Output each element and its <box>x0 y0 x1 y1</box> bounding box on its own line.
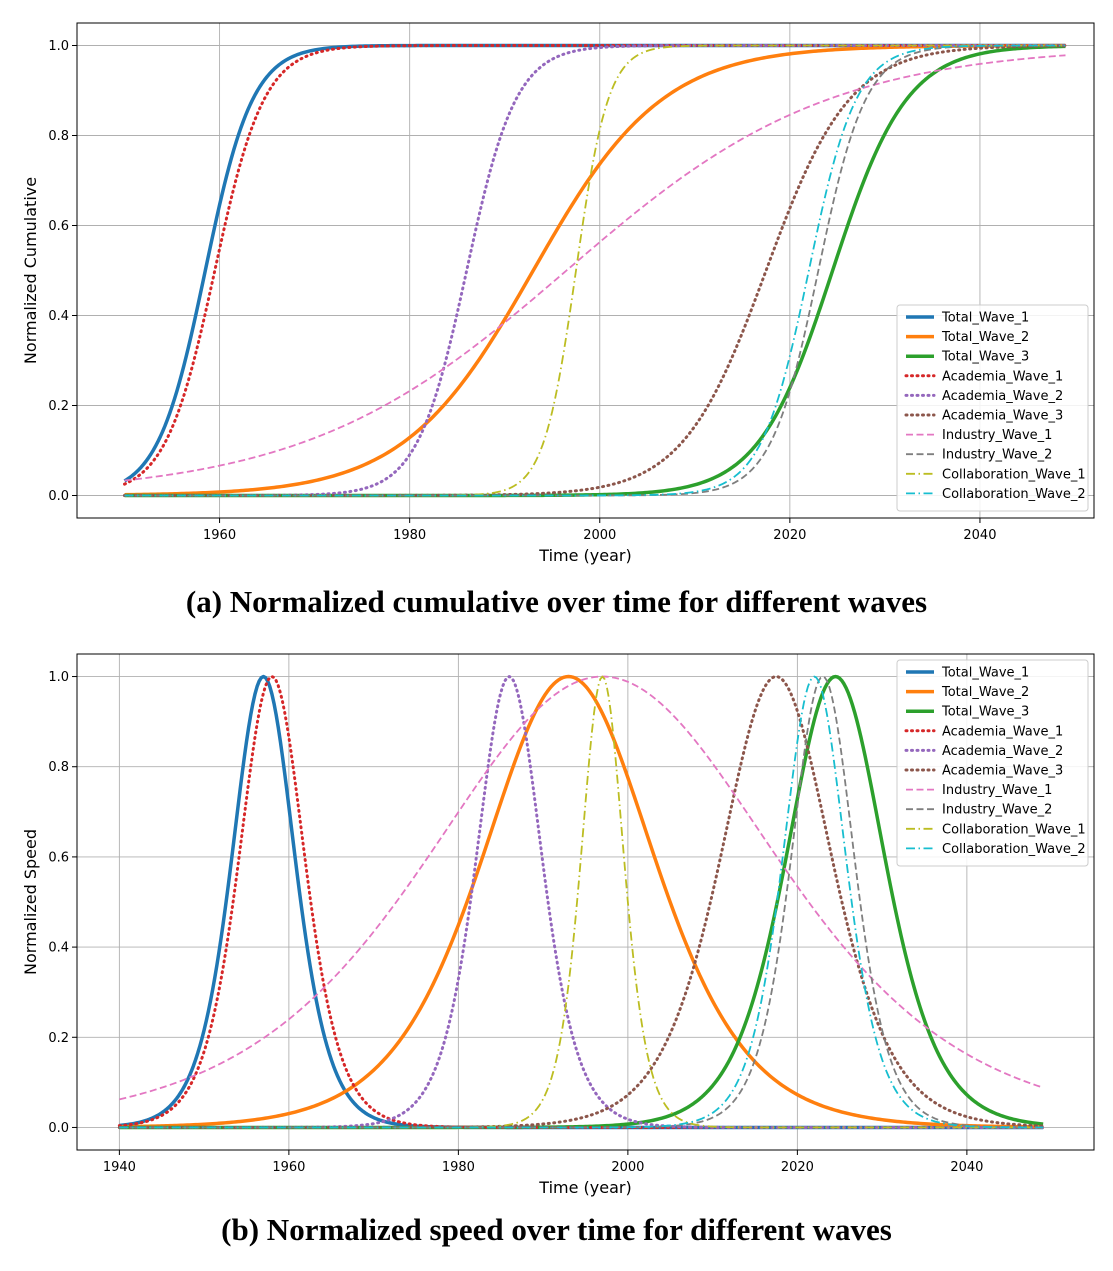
legend-label: Collaboration_Wave_2 <box>942 487 1086 502</box>
x-tick-label: 2020 <box>781 1160 814 1175</box>
y-tick-label: 1.0 <box>48 670 69 685</box>
y-tick-label: 0.8 <box>48 760 69 775</box>
x-tick-label: 2040 <box>950 1160 983 1175</box>
series-line-industry-wave-2 <box>124 44 1066 497</box>
plot-frame <box>76 22 1095 519</box>
series-line-collaboration-wave-2 <box>119 675 1044 1129</box>
series-line-total-wave-3 <box>124 44 1066 498</box>
x-tick-label: 1980 <box>442 1160 475 1175</box>
y-tick-label: 1.0 <box>48 39 69 54</box>
y-tick-label: 0.6 <box>48 219 69 234</box>
series-group <box>117 674 1045 1130</box>
y-tick-label: 0.0 <box>48 489 69 504</box>
y-tick-label: 0.0 <box>48 1121 69 1136</box>
y-axis-label: Normalized Speed <box>21 829 40 975</box>
legend: Total_Wave_1 Total_Wave_2 Total_Wave_3 Acad… <box>896 304 1089 512</box>
legend-label: Industry_Wave_2 <box>942 803 1052 818</box>
legend-label: Total_Wave_3 <box>941 705 1029 720</box>
y-tick-label: 0.4 <box>48 941 69 956</box>
speed-chart: 1940 1960 1980 2000 2020 2040 0.0 0.2 0.4 0.6 0.8 1… <box>21 653 1095 1197</box>
series-line-industry-wave-1 <box>124 54 1066 482</box>
legend-label: Collaboration_Wave_1 <box>942 822 1086 837</box>
x-tick-label: 2040 <box>963 528 996 543</box>
x-tick-label: 2020 <box>773 528 806 543</box>
series-line-total-wave-2 <box>119 674 1044 1129</box>
legend-box <box>896 304 1089 512</box>
legend-label: Total_Wave_1 <box>941 666 1029 681</box>
legend-label: Industry_Wave_1 <box>942 428 1052 443</box>
legend: Total_Wave_1 Total_Wave_2 Total_Wave_3 Acad… <box>896 659 1089 867</box>
legend-label: Academia_Wave_3 <box>942 409 1063 424</box>
legend-label: Academia_Wave_3 <box>942 764 1063 779</box>
chart-panel-b: 1940 1960 1980 2000 2020 2040 0.0 0.2 0.4 0.6 0.8 1… <box>0 640 1113 1271</box>
x-tick-label: 2000 <box>583 528 616 543</box>
legend-label: Total_Wave_2 <box>941 330 1029 345</box>
y-tick-label: 0.4 <box>48 309 69 324</box>
y-tick-label: 0.2 <box>48 399 69 414</box>
x-axis-label: Time (year) <box>538 1178 631 1197</box>
legend-label: Total_Wave_2 <box>941 685 1029 700</box>
plot-frame <box>76 653 1095 1151</box>
x-tick-label: 1960 <box>203 528 236 543</box>
y-tick-label: 0.2 <box>48 1031 69 1046</box>
legend-label: Industry_Wave_2 <box>942 448 1052 463</box>
x-tick-label: 2000 <box>611 1160 644 1175</box>
x-tick-label: 1940 <box>103 1160 136 1175</box>
series-line-collaboration-wave-1 <box>124 44 1066 497</box>
legend-label: Total_Wave_1 <box>941 311 1029 326</box>
legend-label: Academia_Wave_2 <box>942 389 1063 404</box>
y-tick-label: 0.8 <box>48 129 69 144</box>
legend-label: Academia_Wave_2 <box>942 744 1063 759</box>
caption-b: (b) Normalized speed over time for diffe… <box>221 1212 892 1247</box>
x-axis-label: Time (year) <box>538 546 631 565</box>
series-line-collaboration-wave-2 <box>124 44 1066 497</box>
legend-label: Collaboration_Wave_2 <box>942 842 1086 857</box>
x-tick-label: 1980 <box>393 528 426 543</box>
legend-label: Academia_Wave_1 <box>942 724 1063 739</box>
y-axis-label: Normalized Cumulative <box>21 177 40 364</box>
x-tick-label: 1960 <box>272 1160 305 1175</box>
series-line-industry-wave-1 <box>119 675 1044 1101</box>
legend-label: Total_Wave_3 <box>941 350 1029 365</box>
series-group <box>123 43 1067 498</box>
y-tick-label: 0.6 <box>48 850 69 865</box>
chart-panel-a: 1960 1980 2000 2020 2040 0.0 0.2 0.4 0.6 0.8 1.0 Ti… <box>0 0 1113 632</box>
legend-box <box>896 659 1089 867</box>
legend-label: Academia_Wave_1 <box>942 369 1063 384</box>
cumulative-chart: 1960 1980 2000 2020 2040 0.0 0.2 0.4 0.6 0.8 1.0 Ti… <box>21 22 1095 565</box>
legend-label: Industry_Wave_1 <box>942 783 1052 798</box>
caption-a: (a) Normalized cumulative over time for … <box>185 584 928 619</box>
legend-label: Collaboration_Wave_1 <box>942 467 1086 482</box>
